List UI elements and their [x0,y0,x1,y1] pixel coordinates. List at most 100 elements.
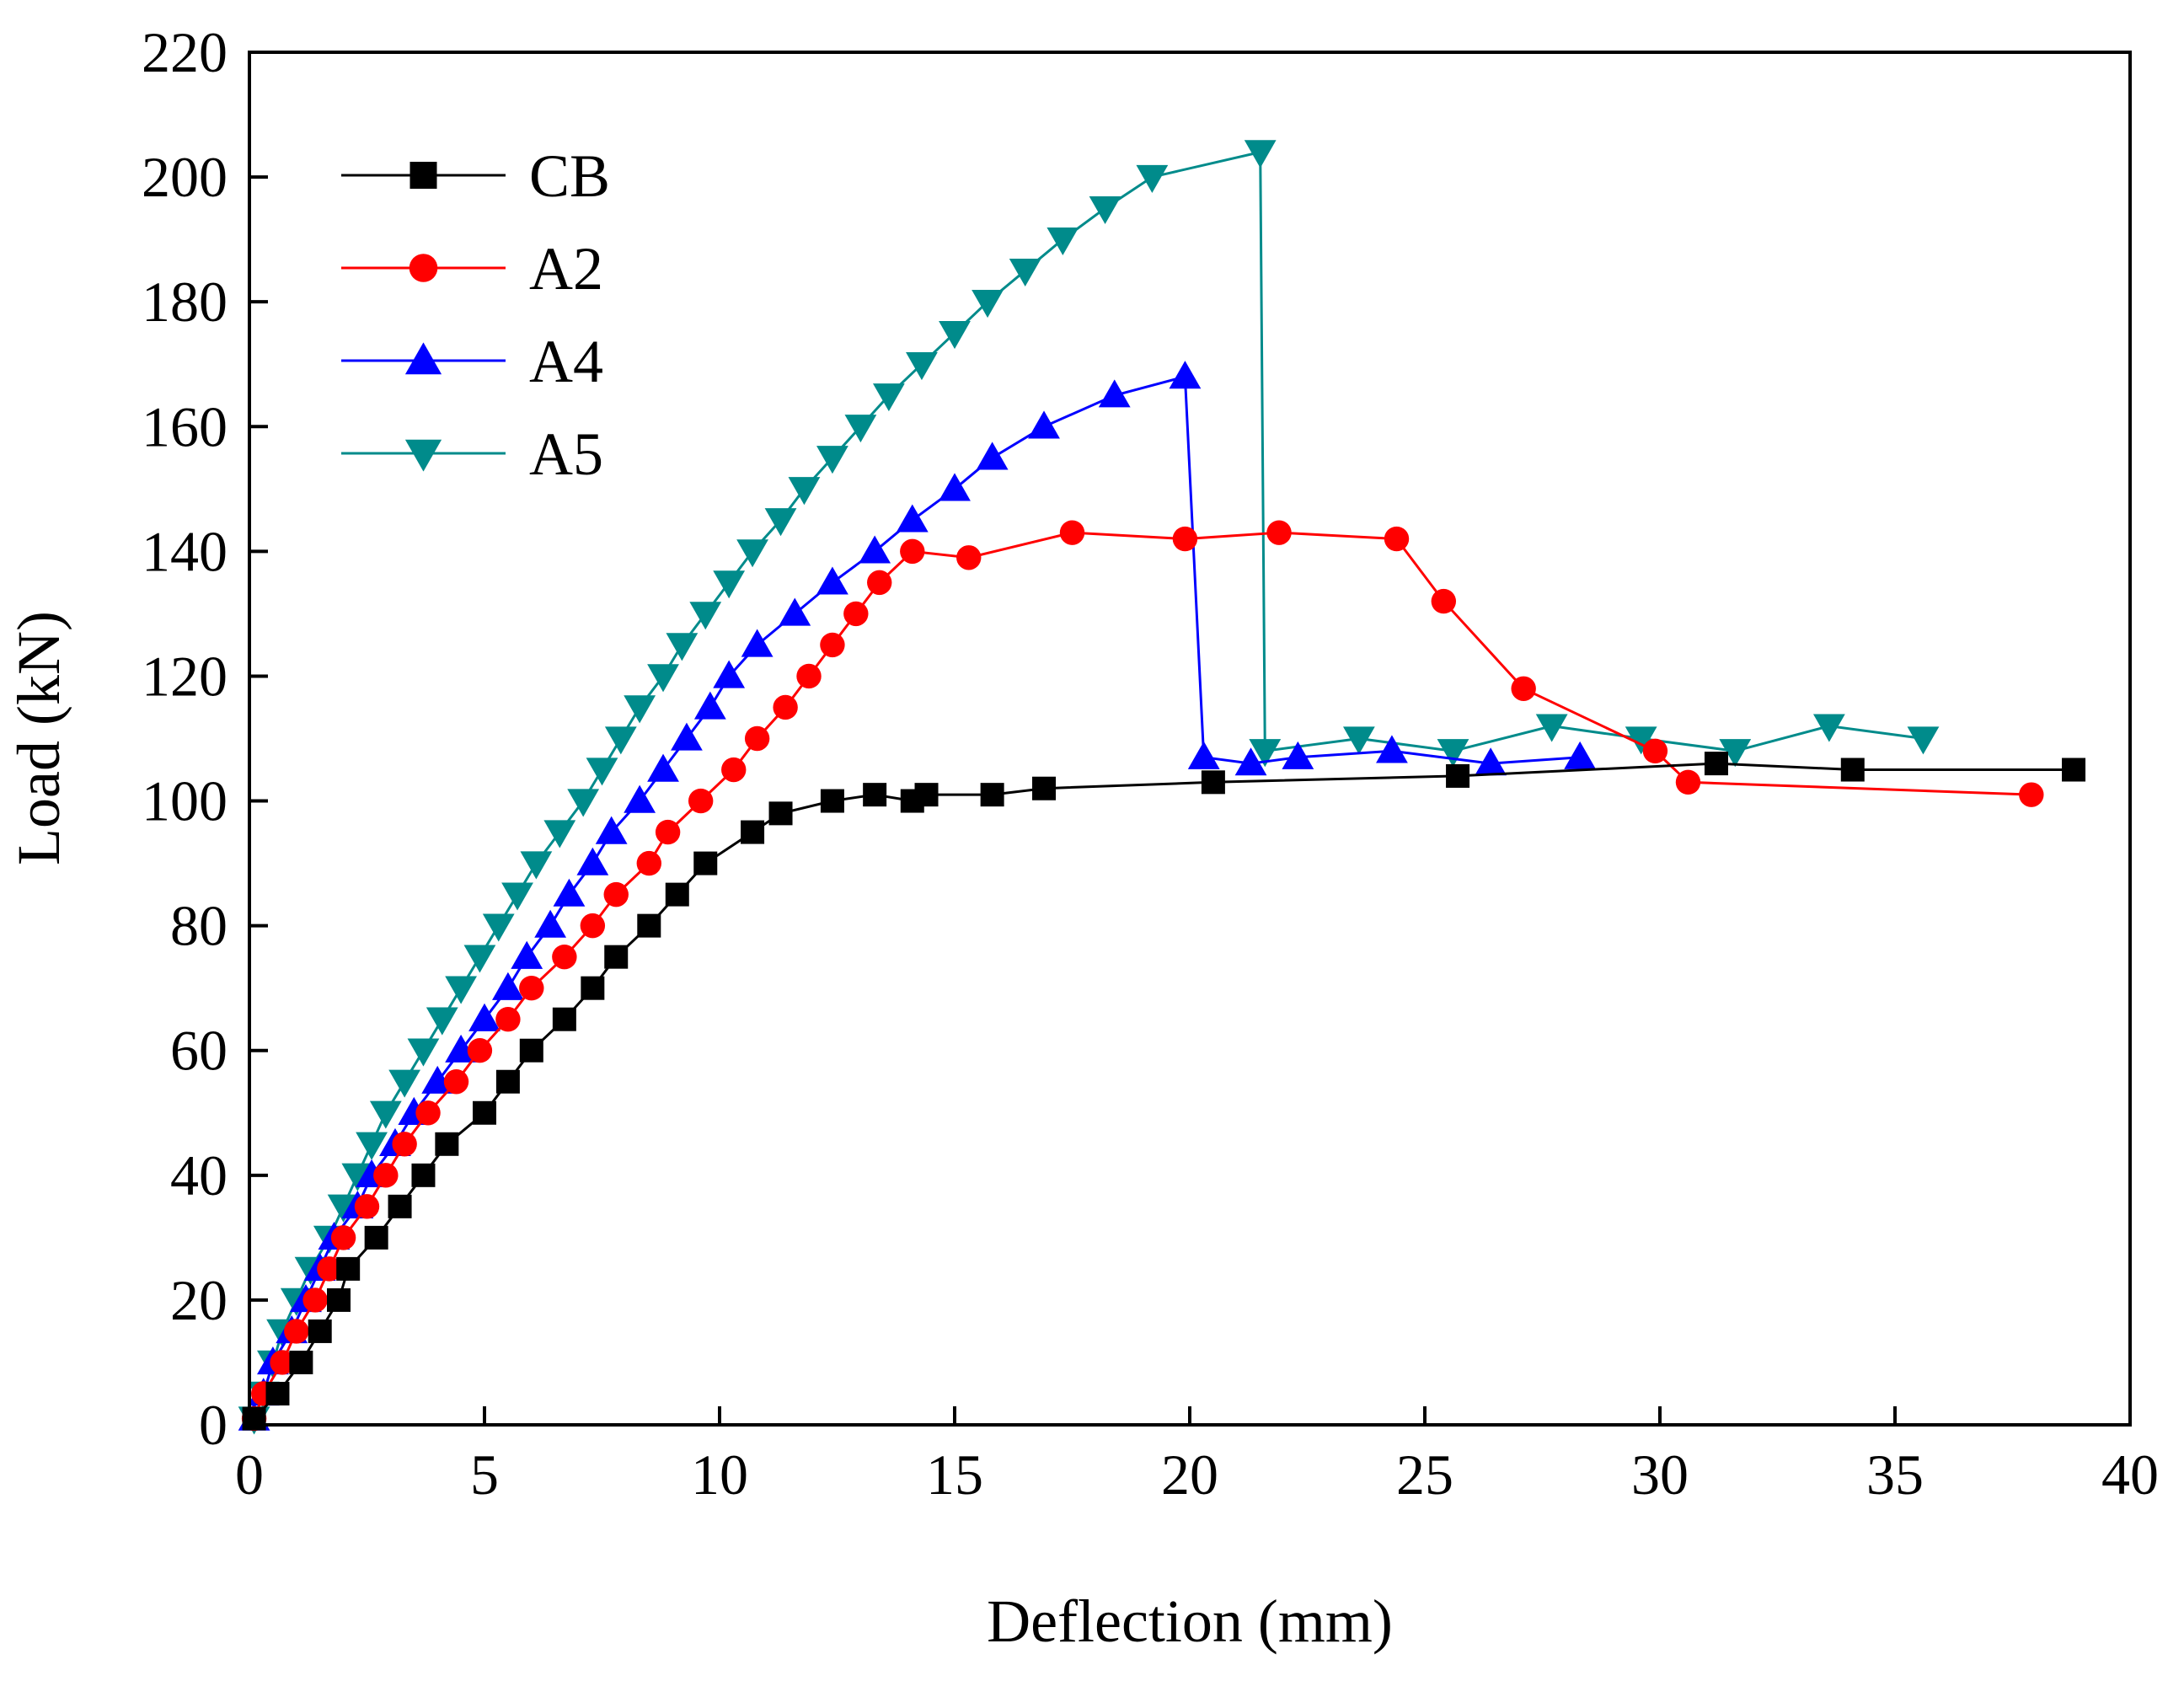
y-tick-label: 220 [142,20,228,84]
series-a4-point [976,442,1009,470]
series-cb-point [581,976,605,1000]
series-a2-point [302,1288,328,1313]
series-a5-point [1719,739,1752,768]
series-cb-point [473,1100,496,1125]
x-tick-label: 20 [1161,1443,1218,1507]
legend: CB A2 A4 A5 [341,142,610,488]
series-cb-point [665,882,689,907]
series-cb-point [327,1288,351,1312]
series-a2-point [317,1256,342,1282]
series-cb-point [519,1038,543,1063]
series-a2-point [721,757,747,783]
series-cb-point [435,1132,459,1156]
series-a2-point [1059,520,1085,545]
series-a2-point [495,1007,521,1032]
x-tick-label: 5 [470,1443,499,1507]
series-cb-point [308,1319,332,1343]
series-marks [238,140,2086,1435]
series-a5-point [356,1132,388,1160]
series-a2-point [443,1069,469,1095]
series-a2-point [354,1194,380,1219]
x-tick-label: 10 [691,1443,748,1507]
series-a4-point [816,566,848,595]
series-a5-point [816,446,848,474]
y-tick-label: 40 [170,1143,228,1207]
series-a2-point [773,694,798,720]
series-a2-point [284,1319,309,1344]
series-a5-point [482,913,515,942]
series-cb-point [820,789,844,813]
series-a2-point [392,1132,417,1157]
y-tick-label: 200 [142,145,228,209]
series-a5-point [463,945,496,973]
series-a4-point [1376,735,1408,763]
series-a4-point [1187,741,1220,769]
series-a5-point [520,851,553,880]
series-cb-point [388,1194,412,1218]
series-a2-point [1431,588,1457,614]
series-a4-point [1564,741,1597,769]
series-a5-point [567,789,600,817]
series-a5-point [407,1038,440,1067]
series-a2-point [796,663,822,689]
y-tick-label: 180 [142,270,228,334]
series-a5-point [713,570,746,599]
series-a4-point [939,473,971,501]
series-a5-point [543,820,576,849]
y-tick-label: 0 [199,1393,228,1457]
legend-marker-a2 [409,254,438,282]
series-a5-point [1009,258,1041,287]
series-a5-point [906,352,938,381]
x-tick-label: 0 [235,1443,264,1507]
series-a5-point [445,976,477,1004]
series-a5-point [1907,726,1940,755]
series-a5-point [1136,164,1169,193]
series-a2-point [580,913,606,939]
series-a4-point [693,691,726,720]
series-a2-point [956,545,982,570]
series-cb-point [552,1007,576,1031]
series-a2-point [1675,769,1701,795]
series-cb-point [914,783,939,807]
series-a5-point [1437,739,1469,768]
series-cb-point [289,1350,313,1374]
series-cb-point [604,945,629,969]
series-cb-point [741,820,765,844]
series-a2-point [330,1225,356,1250]
y-tick-label: 60 [170,1019,228,1083]
series-a5-point [1812,714,1845,742]
series-a4-point [1475,747,1507,776]
series-a5-point [426,1007,458,1036]
series-cb-point [495,1069,520,1094]
series-cb-point [242,1406,266,1431]
series-a5-point [604,726,637,755]
series-a4-point [1234,747,1267,776]
series-cb-point [1840,758,1865,782]
series-a4-point [1028,410,1060,439]
series-a2-point [1172,526,1198,552]
series-a5-point [1046,227,1079,256]
series-a2-point [1384,526,1410,552]
series-a4-point [1282,741,1314,769]
x-tick-label: 35 [1866,1443,1924,1507]
series-a2-point [900,538,925,565]
series-a2-point [552,944,577,970]
series-a5-point [666,633,699,661]
x-tick-label: 40 [2101,1443,2159,1507]
series-a2-point [744,725,770,752]
x-axis-ticks: 0 5 10 15 20 25 30 35 40 [235,1406,2159,1507]
series-a4-point [468,1003,500,1031]
series-a2-point [270,1350,295,1375]
series-a5-point [369,1100,402,1129]
series-a4-point [896,504,929,533]
series-a5-point [647,664,679,693]
series-a2-point [415,1100,441,1126]
legend-label-cb: CB [529,142,610,210]
series-a5-point [872,383,905,412]
series-cb-point [1201,770,1225,795]
series-a4-point [779,597,811,626]
series-a4-point [741,629,774,657]
series-a4-point [553,878,586,907]
series-a2-line [253,531,2031,1420]
